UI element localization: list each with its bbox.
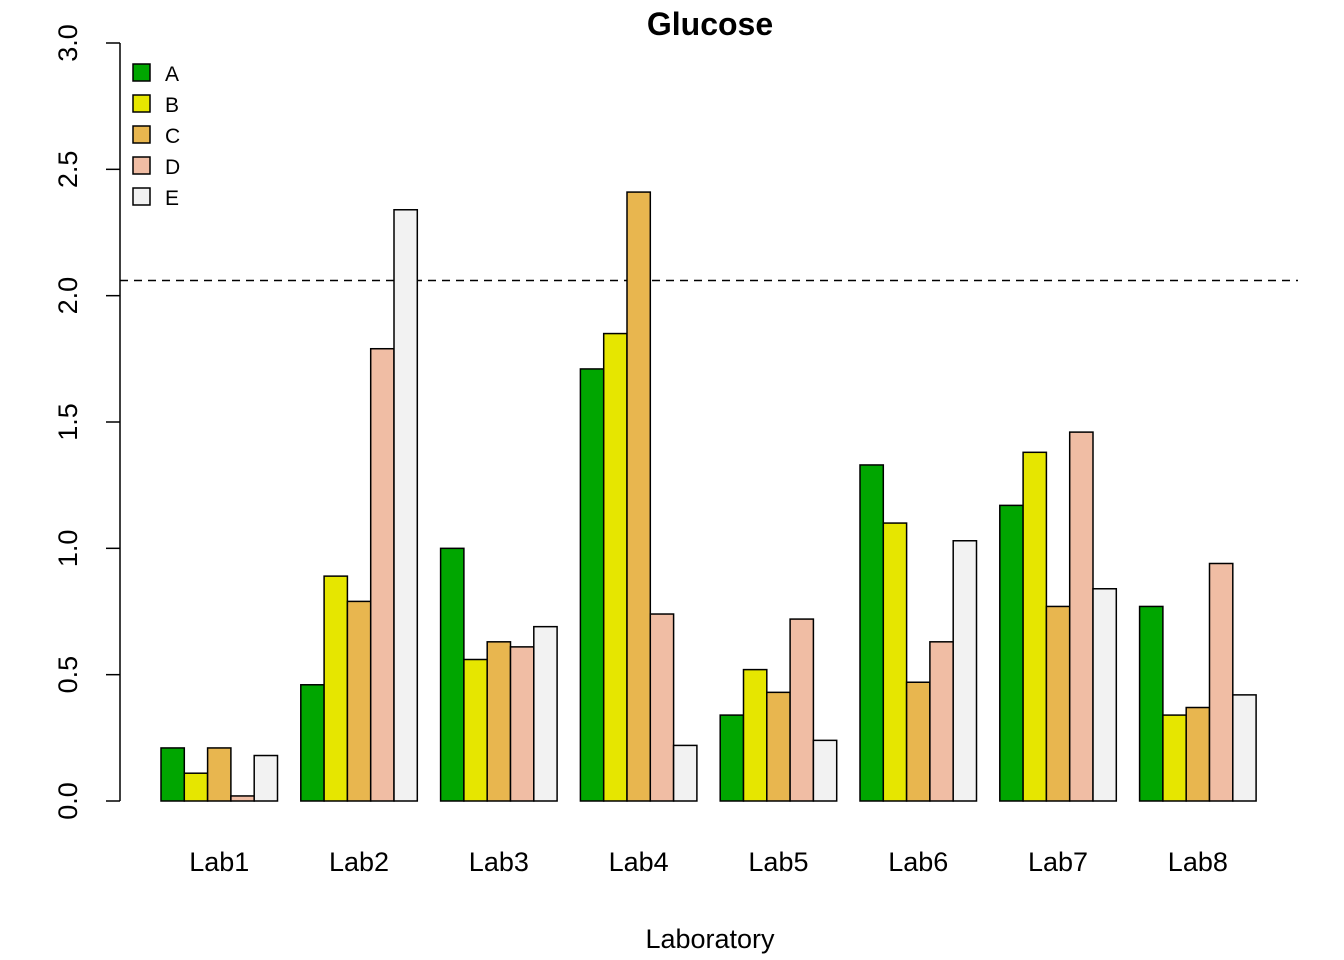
x-category-label: Lab3 <box>469 847 529 877</box>
bar-lab4-a <box>579 368 605 802</box>
y-tick-label: 2.0 <box>53 277 83 315</box>
legend-label: C <box>165 125 180 148</box>
y-tick-label: 1.0 <box>53 530 83 568</box>
bar-lab5-d <box>789 618 815 802</box>
legend-swatch-d <box>132 156 151 175</box>
y-tick-label: 0.5 <box>53 656 83 694</box>
bar-lab5-c <box>766 691 791 802</box>
chart-title: Glucose <box>647 6 773 42</box>
bars <box>160 191 1257 802</box>
bar-lab8-e <box>1232 694 1257 802</box>
bar-lab3-e <box>533 625 558 802</box>
bar-lab7-e <box>1092 588 1118 802</box>
legend-label: B <box>165 94 179 117</box>
bar-lab7-d <box>1068 431 1094 802</box>
x-category-label: Lab2 <box>329 847 389 877</box>
y-tick-label: 2.5 <box>53 151 83 189</box>
bar-lab6-d <box>929 641 954 802</box>
bar-lab8-b <box>1162 714 1187 802</box>
bar-lab4-c <box>626 191 652 802</box>
bar-lab4-d <box>649 613 675 802</box>
bar-lab4-b <box>602 332 628 802</box>
legend-label: E <box>165 187 179 210</box>
bar-lab3-a <box>439 547 465 802</box>
bar-lab1-e <box>253 754 279 802</box>
category-labels: Lab1 Lab2 Lab3 Lab4 Lab5 Lab6 Lab7 Lab8 <box>189 847 1228 877</box>
bar-lab7-c <box>1045 605 1071 802</box>
bar-lab6-b <box>882 522 908 802</box>
bar-lab3-b <box>463 658 488 802</box>
bar-lab2-e <box>393 209 419 802</box>
x-category-label: Lab7 <box>1028 847 1088 877</box>
legend-swatch-c <box>132 125 151 144</box>
legend-swatch-e <box>132 187 151 206</box>
bar-lab5-a <box>719 714 745 802</box>
x-category-label: Lab1 <box>189 847 249 877</box>
x-category-label: Lab5 <box>748 847 808 877</box>
bar-lab4-e <box>672 744 698 802</box>
x-category-label: Lab4 <box>609 847 669 877</box>
bar-lab6-e <box>952 540 978 802</box>
bar-lab1-d <box>230 795 255 802</box>
bar-lab2-d <box>369 347 395 802</box>
legend-label: D <box>165 156 180 179</box>
y-tick-label: 0.0 <box>53 782 83 820</box>
bar-lab2-a <box>300 684 325 802</box>
bar-lab8-d <box>1208 562 1234 802</box>
bar-lab2-b <box>323 575 349 802</box>
bar-lab5-b <box>742 668 768 802</box>
x-category-label: Lab8 <box>1168 847 1228 877</box>
y-tick-label: 1.5 <box>53 403 83 441</box>
bar-lab6-a <box>859 464 885 802</box>
bar-lab1-a <box>160 747 186 802</box>
bar-lab2-c <box>346 600 372 802</box>
bar-lab3-d <box>509 646 535 802</box>
bar-lab8-a <box>1138 605 1164 802</box>
x-category-label: Lab6 <box>888 847 948 877</box>
legend-swatch-b <box>132 94 151 113</box>
bar-lab1-c <box>206 747 232 802</box>
y-tick-label: 3.0 <box>53 24 83 62</box>
bar-lab7-b <box>1022 451 1048 802</box>
y-axis: 0.0 0.5 1.0 1.5 2.0 2.5 3.0 <box>53 24 121 820</box>
x-axis-title: Laboratory <box>645 924 775 954</box>
legend-label: A <box>165 63 179 86</box>
bar-lab1-b <box>183 772 209 802</box>
bar-lab8-c <box>1185 706 1211 802</box>
bar-lab6-c <box>905 681 931 802</box>
bar-lab3-c <box>486 641 512 802</box>
legend-swatch-a <box>132 63 151 82</box>
bar-lab7-a <box>999 504 1024 802</box>
bar-lab5-e <box>812 739 838 802</box>
